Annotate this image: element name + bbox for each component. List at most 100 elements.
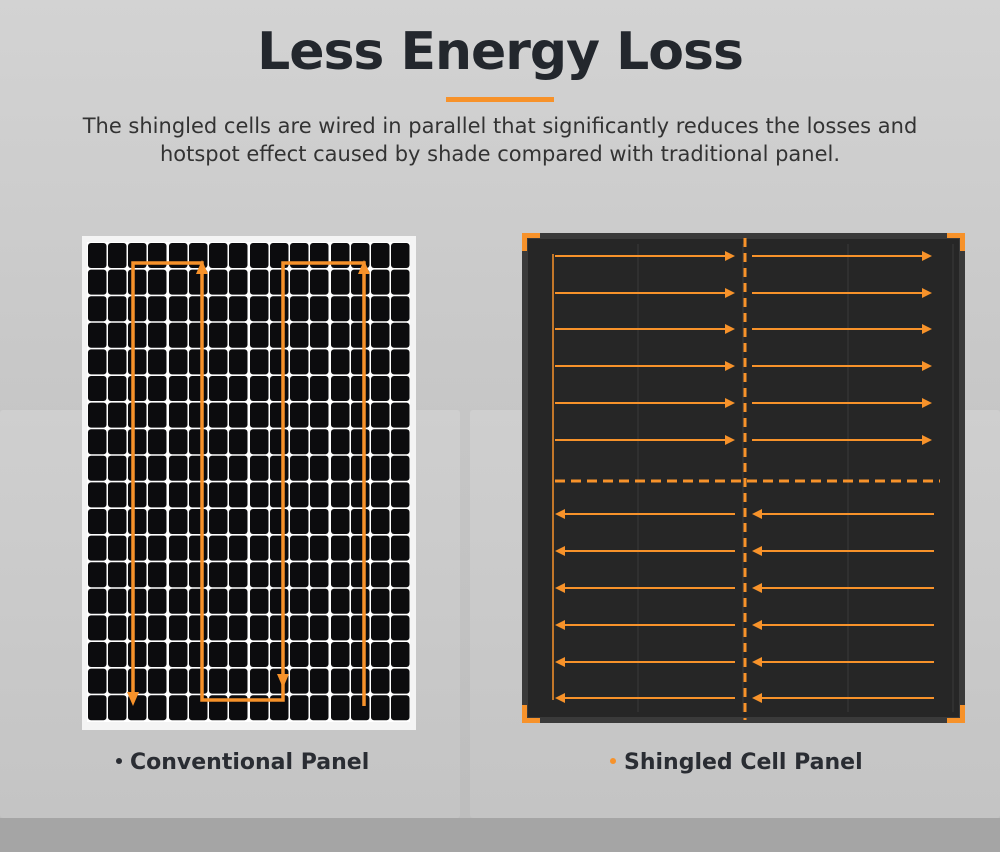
- solar-cell: [270, 402, 289, 428]
- bullet-icon: [116, 758, 122, 764]
- solar-cell: [270, 349, 289, 375]
- corner-bracket: [947, 233, 965, 251]
- solar-cell: [189, 509, 208, 534]
- solar-cell: [148, 509, 167, 534]
- solar-cell: [250, 269, 269, 295]
- arrow-right-icon: [725, 435, 735, 445]
- solar-cell: [169, 642, 188, 667]
- solar-cell: [250, 642, 269, 667]
- solar-cell: [189, 429, 208, 455]
- solar-cell: [148, 455, 167, 481]
- solar-cell: [128, 668, 147, 694]
- solar-cell: [209, 322, 228, 348]
- solar-cell: [250, 243, 269, 268]
- solar-cell: [229, 642, 248, 667]
- solar-cell: [209, 668, 228, 694]
- solar-cell: [351, 482, 370, 508]
- arrow-right-icon: [725, 251, 735, 261]
- solar-cell: [371, 296, 390, 322]
- solar-cell: [351, 349, 370, 375]
- conventional-panel-text: Conventional Panel: [130, 750, 370, 775]
- solar-cell: [310, 509, 329, 534]
- arrow-left-icon: [752, 546, 762, 556]
- solar-cell: [169, 269, 188, 295]
- arrow-right-icon: [725, 398, 735, 408]
- solar-cell: [169, 695, 188, 721]
- conventional-panel-label: Conventional Panel: [116, 750, 369, 775]
- solar-cell: [371, 588, 390, 614]
- bullet-icon: [610, 758, 616, 764]
- solar-cell: [209, 349, 228, 375]
- solar-cell: [88, 588, 107, 614]
- solar-cell: [391, 376, 410, 401]
- page-subtitle: The shingled cells are wired in parallel…: [82, 114, 918, 166]
- solar-cell: [331, 535, 350, 561]
- solar-cell: [128, 296, 147, 322]
- solar-cell: [331, 482, 350, 508]
- arrow-left-icon: [752, 583, 762, 593]
- solar-cell: [209, 482, 228, 508]
- solar-cell: [128, 482, 147, 508]
- solar-cell: [108, 296, 127, 322]
- solar-cell: [270, 509, 289, 534]
- solar-cell: [189, 455, 208, 481]
- solar-cell: [88, 429, 107, 455]
- solar-cell: [189, 588, 208, 614]
- solar-cell: [290, 296, 309, 322]
- solar-cell: [88, 535, 107, 561]
- arrow-left-icon: [555, 546, 565, 556]
- solar-cell: [290, 429, 309, 455]
- solar-cell: [290, 562, 309, 588]
- solar-cell: [310, 562, 329, 588]
- solar-cell: [128, 455, 147, 481]
- solar-cell: [310, 296, 329, 322]
- solar-cell: [189, 642, 208, 667]
- solar-cell: [88, 402, 107, 428]
- solar-cell: [391, 535, 410, 561]
- solar-cell: [229, 562, 248, 588]
- solar-cell: [331, 296, 350, 322]
- solar-cell: [270, 562, 289, 588]
- solar-cell: [148, 615, 167, 641]
- solar-cell: [108, 615, 127, 641]
- solar-cell: [88, 668, 107, 694]
- solar-cell: [229, 349, 248, 375]
- solar-cell: [391, 695, 410, 721]
- solar-cell: [189, 376, 208, 401]
- corner-bracket: [947, 705, 965, 723]
- title-underline: [446, 97, 554, 102]
- solar-cell: [209, 269, 228, 295]
- solar-cell: [148, 535, 167, 561]
- solar-cell: [371, 402, 390, 428]
- solar-cell: [351, 509, 370, 534]
- solar-cell: [189, 296, 208, 322]
- solar-cell: [351, 588, 370, 614]
- solar-cell: [169, 349, 188, 375]
- solar-cell: [351, 429, 370, 455]
- solar-cell: [391, 588, 410, 614]
- solar-cell: [88, 269, 107, 295]
- solar-cell: [331, 349, 350, 375]
- solar-cell: [290, 695, 309, 721]
- solar-cell: [148, 588, 167, 614]
- solar-cell: [209, 243, 228, 268]
- solar-cell: [229, 322, 248, 348]
- solar-cell: [310, 615, 329, 641]
- solar-cell: [229, 376, 248, 401]
- solar-cell: [310, 668, 329, 694]
- solar-cell: [209, 296, 228, 322]
- solar-cell: [148, 429, 167, 455]
- solar-cell: [371, 535, 390, 561]
- solar-cell: [128, 562, 147, 588]
- solar-cell: [371, 429, 390, 455]
- arrow-left-icon: [555, 657, 565, 667]
- solar-cell: [270, 535, 289, 561]
- arrow-left-icon: [555, 509, 565, 519]
- solar-cell: [229, 509, 248, 534]
- solar-cell: [189, 535, 208, 561]
- solar-cell: [108, 482, 127, 508]
- solar-cell: [351, 642, 370, 667]
- solar-cell: [88, 455, 107, 481]
- solar-cell: [128, 402, 147, 428]
- solar-cell: [229, 615, 248, 641]
